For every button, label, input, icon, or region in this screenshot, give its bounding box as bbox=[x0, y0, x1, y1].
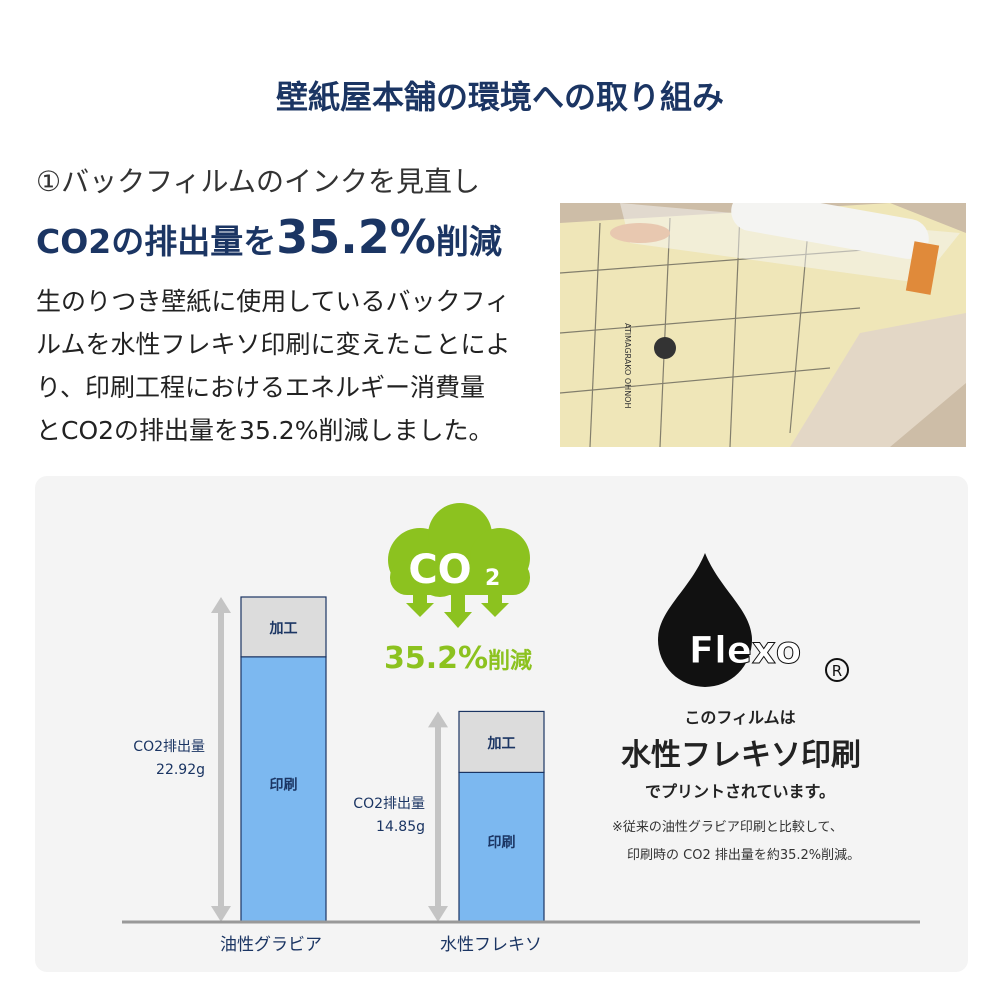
segment-label: 加工 bbox=[487, 736, 516, 752]
arrow-head-up bbox=[211, 597, 231, 613]
bar-segment-kako bbox=[458, 710, 545, 774]
arrow-head-down bbox=[211, 906, 231, 922]
bar-segment-insatsu bbox=[240, 656, 327, 923]
category-label: 油性グラビア bbox=[220, 935, 322, 955]
segment-label: 印刷 bbox=[270, 776, 298, 793]
paragraph-line: とCO2の排出量を35.2%削減しました。 bbox=[36, 416, 494, 445]
arrow-head-up bbox=[428, 711, 448, 728]
flexo-logo: Flexo bbox=[689, 629, 801, 672]
flexo-line2: 水性フレキソ印刷 bbox=[621, 738, 861, 773]
headline-prefix: CO2の排出量を bbox=[36, 222, 277, 261]
total-value: 22.92g bbox=[156, 762, 205, 778]
wallpaper-roll-photo: ATIMAGRAKO OHNOH bbox=[560, 203, 966, 447]
registered-mark: R bbox=[832, 662, 842, 680]
paragraph-line: り、印刷工程におけるエネルギー消費量 bbox=[36, 373, 486, 402]
total-label: CO2排出量 bbox=[353, 796, 425, 812]
page-title: 壁紙屋本舗の環境への取り組み bbox=[275, 78, 724, 116]
bar-segment-kako bbox=[240, 596, 327, 658]
registered-icon bbox=[825, 658, 849, 682]
paragraph-line: 生のりつき壁紙に使用しているバックフィ bbox=[36, 287, 511, 316]
cloud-co-label: CO bbox=[408, 547, 471, 593]
flexo-line1: このフィルムは bbox=[684, 708, 796, 727]
segment-label: 加工 bbox=[269, 621, 298, 637]
reduction-headline: CO2の排出量を35.2%削減 bbox=[36, 210, 502, 264]
reduction-label: 35.2%削減 bbox=[384, 641, 532, 676]
flexo-note1: ※従来の油性グラビア印刷と比較して、 bbox=[612, 820, 843, 835]
total-value: 14.85g bbox=[376, 819, 425, 835]
flexo-drop-icon bbox=[658, 553, 752, 687]
flexo-line3: でプリントされています。 bbox=[645, 782, 835, 801]
headline-value: 35.2% bbox=[276, 210, 436, 264]
headline-suffix: 削減 bbox=[435, 222, 502, 261]
segment-label: 印刷 bbox=[488, 834, 516, 851]
section-heading: ①バックフィルムのインクを見直し bbox=[36, 165, 480, 198]
total-label: CO2排出量 bbox=[133, 739, 205, 755]
arrow-head-down bbox=[428, 906, 448, 922]
flexo-note2: 印刷時の CO2 排出量を約35.2%削減。 bbox=[627, 848, 861, 863]
cloud-sub-label: 2 bbox=[485, 566, 500, 591]
co2-cloud-icon bbox=[388, 503, 530, 628]
bar-segment-insatsu bbox=[458, 771, 545, 923]
category-label: 水性フレキソ bbox=[440, 935, 542, 955]
paragraph-line: ルムを水性フレキソ印刷に変えたことによ bbox=[36, 330, 511, 359]
film-print-text: ATIMAGRAKO OHNOH bbox=[623, 323, 632, 409]
